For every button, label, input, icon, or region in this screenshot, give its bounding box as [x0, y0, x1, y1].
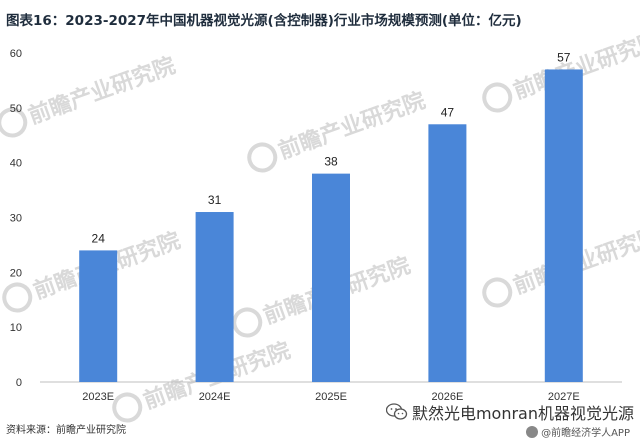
qianzhan-logo-icon	[112, 392, 143, 423]
qianzhan-logo-icon	[247, 142, 278, 173]
source-note: 资料来源：前瞻产业研究院	[6, 425, 126, 436]
x-tick-label: 2024E	[199, 391, 231, 403]
brand-credit: 默然光电monran机器视觉光源	[385, 400, 634, 424]
x-tick-label: 2023E	[82, 391, 114, 403]
chart-title: 图表16：2023-2027年中国机器视觉光源(含控制器)行业市场规模预测(单位…	[6, 13, 522, 29]
qianzhan-logo-icon	[232, 307, 263, 338]
bar	[428, 124, 467, 383]
watermark: 前瞻产业研究院	[0, 52, 179, 138]
y-tick-label: 10	[10, 322, 22, 334]
data-label: 57	[557, 50, 571, 64]
data-label: 31	[208, 193, 222, 207]
x-tick-label: 2026E	[431, 391, 463, 403]
qianzhan-logo-icon	[0, 107, 28, 138]
qianzhan-logo-icon	[482, 82, 513, 113]
y-axis: 0 10 20 30 40 50 60	[10, 48, 22, 389]
watermark-text: 前瞻产业研究院	[275, 87, 429, 164]
data-labels: 24 31 38 47 57	[92, 50, 571, 245]
bars	[79, 69, 583, 383]
brand-label: 默然光电monran机器视觉光源	[411, 404, 634, 423]
data-label: 24	[92, 231, 106, 245]
bar	[79, 250, 118, 382]
watermark-text: 前瞻产业研究院	[25, 52, 179, 129]
x-tick-label: 2027E	[548, 391, 580, 403]
y-tick-label: 60	[10, 48, 22, 60]
data-label: 38	[324, 155, 338, 169]
bar	[312, 173, 350, 382]
app-label: @前瞻经济学人APP	[541, 428, 630, 439]
qianzhan-logo-icon	[2, 282, 33, 313]
y-tick-label: 40	[10, 158, 22, 170]
y-tick-label: 30	[10, 213, 22, 225]
bar	[544, 69, 583, 382]
y-tick-label: 50	[10, 103, 22, 115]
y-tick-label: 0	[16, 377, 22, 389]
x-tick-label: 2025E	[315, 391, 347, 403]
bar	[195, 212, 234, 382]
y-tick-label: 20	[10, 267, 22, 279]
wechat-icon	[385, 403, 408, 420]
qianzhan-app-icon	[526, 425, 539, 438]
app-credit: @前瞻经济学人APP	[526, 424, 630, 439]
qianzhan-logo-icon	[482, 277, 513, 308]
data-label: 47	[441, 105, 455, 119]
